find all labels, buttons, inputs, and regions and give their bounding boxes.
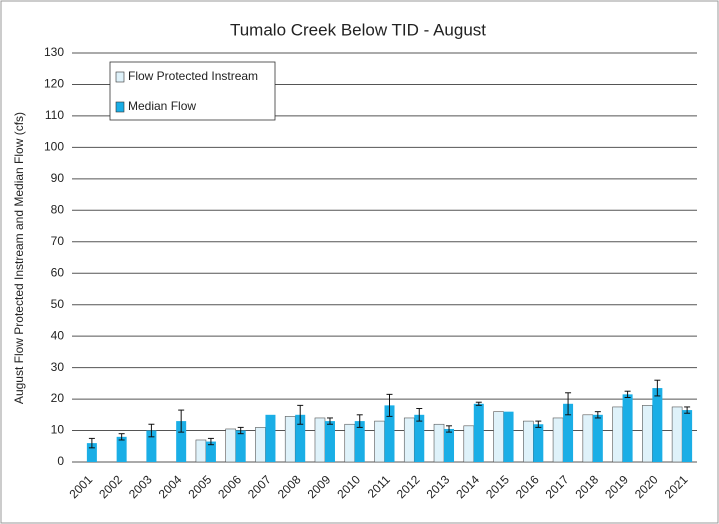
error-bar <box>535 420 542 428</box>
bar <box>403 417 415 463</box>
bar <box>592 414 603 462</box>
error-bar <box>654 379 661 397</box>
y-tick-label: 120 <box>44 77 64 91</box>
bar <box>622 394 633 462</box>
bar <box>533 424 544 462</box>
bar <box>612 406 623 463</box>
error-bar <box>237 426 244 435</box>
legend-swatch <box>115 101 125 113</box>
legend-box <box>109 61 276 121</box>
bar <box>195 439 207 463</box>
bar <box>324 421 335 462</box>
error-bar <box>178 409 185 433</box>
bar <box>503 411 514 462</box>
bar <box>314 417 326 463</box>
error-bar <box>148 423 155 438</box>
bar <box>284 416 296 463</box>
error-bar <box>207 437 214 446</box>
bar <box>295 414 306 462</box>
y-tick-label: 90 <box>51 171 65 185</box>
bar <box>493 411 504 463</box>
error-bar <box>297 404 304 425</box>
y-tick-label: 0 <box>57 454 64 468</box>
bar <box>463 425 475 463</box>
error-bar <box>624 390 631 399</box>
error-bar <box>594 411 601 419</box>
bar <box>682 410 693 462</box>
y-tick-label: 110 <box>45 108 64 122</box>
y-tick-label: 50 <box>51 297 65 311</box>
bar <box>444 428 455 462</box>
bar <box>255 427 266 463</box>
bar <box>414 414 425 462</box>
legend-swatch <box>115 71 125 83</box>
y-tick-label: 30 <box>51 360 65 374</box>
bar <box>642 405 653 463</box>
error-bar <box>446 425 453 433</box>
error-bar <box>356 414 363 428</box>
bar <box>265 414 276 462</box>
bar <box>563 403 574 462</box>
bar <box>176 421 187 462</box>
bar <box>433 423 445 463</box>
y-tick-label: 60 <box>51 265 65 279</box>
bar <box>374 420 385 463</box>
y-tick-label: 10 <box>51 423 65 437</box>
error-bar <box>118 433 125 441</box>
error-bar <box>475 401 482 406</box>
error-bar <box>88 437 95 449</box>
bar <box>146 430 157 462</box>
y-tick-label: 20 <box>51 391 65 405</box>
error-bar <box>326 417 333 425</box>
bar <box>671 406 683 463</box>
bar <box>384 405 395 462</box>
bar <box>225 428 236 463</box>
bar <box>582 414 594 463</box>
bar <box>354 421 365 462</box>
y-tick-label: 70 <box>51 234 65 248</box>
bar <box>523 420 534 463</box>
y-tick-label: 80 <box>51 202 65 216</box>
bar <box>116 436 127 462</box>
bar <box>205 441 216 462</box>
error-bar <box>386 393 393 417</box>
chart-title: Tumalo Creek Below TID - August <box>230 20 486 39</box>
bar <box>473 403 484 462</box>
y-tick-label: 40 <box>51 328 65 342</box>
error-bar <box>684 406 691 414</box>
legend-label: Flow Protected Instream <box>128 69 258 83</box>
y-tick-label: 130 <box>44 45 64 59</box>
bar <box>86 443 97 462</box>
y-tick-label: 100 <box>44 140 64 154</box>
error-bar <box>565 392 572 416</box>
y-axis-title: August Flow Protected Instream and Media… <box>12 112 26 404</box>
bar <box>235 430 246 462</box>
bar <box>552 417 564 463</box>
error-bar <box>416 408 423 422</box>
bar <box>344 423 356 463</box>
bar <box>652 388 663 462</box>
legend-label: Median Flow <box>128 99 196 113</box>
